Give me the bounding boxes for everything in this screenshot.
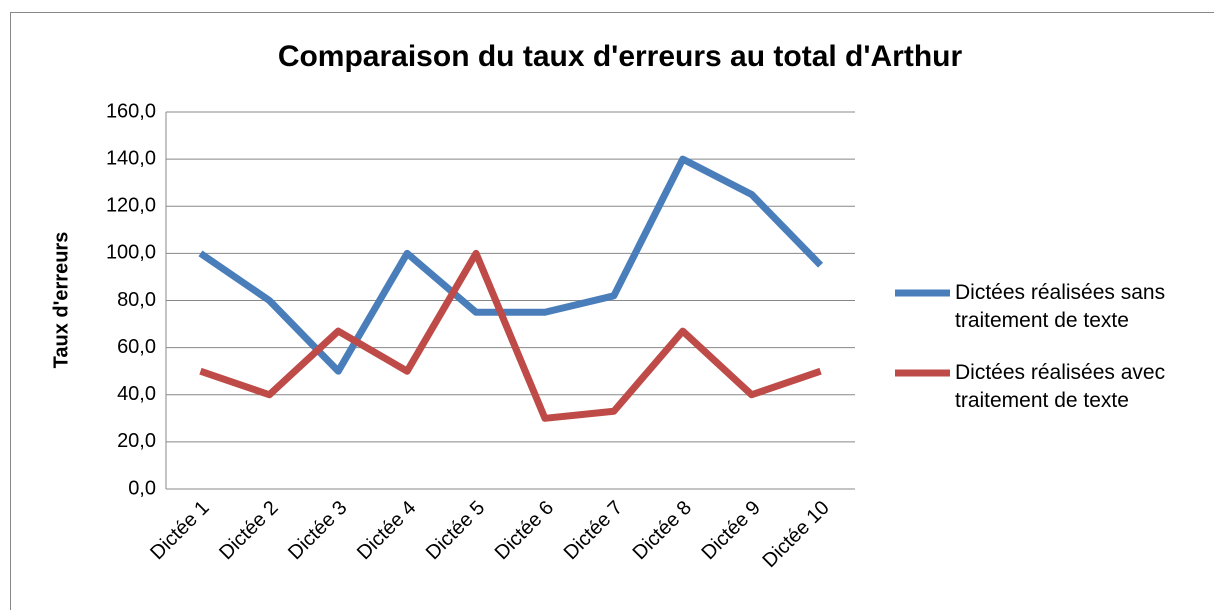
y-tick-label: 40,0 xyxy=(117,383,156,405)
y-tick-label: 120,0 xyxy=(106,195,156,217)
y-tick-label: 20,0 xyxy=(117,430,156,452)
y-tick-label: 60,0 xyxy=(117,336,156,358)
series-line xyxy=(199,249,822,422)
legend-label: Dictées réalisées avec traitement de tex… xyxy=(955,361,1166,412)
chart-title: Comparaison du taux d'erreurs au total d… xyxy=(278,40,963,73)
y-axis-title: Taux d'erreurs xyxy=(50,232,72,369)
legend-label: Dictées réalisées sans traitement de tex… xyxy=(955,281,1166,332)
series-line xyxy=(198,155,824,375)
y-tick-label: 160,0 xyxy=(106,100,156,122)
y-tick-label: 140,0 xyxy=(106,147,156,169)
y-tick-label: 80,0 xyxy=(117,289,156,311)
y-tick-label: 100,0 xyxy=(106,242,156,264)
y-tick-label: 0,0 xyxy=(128,477,156,499)
